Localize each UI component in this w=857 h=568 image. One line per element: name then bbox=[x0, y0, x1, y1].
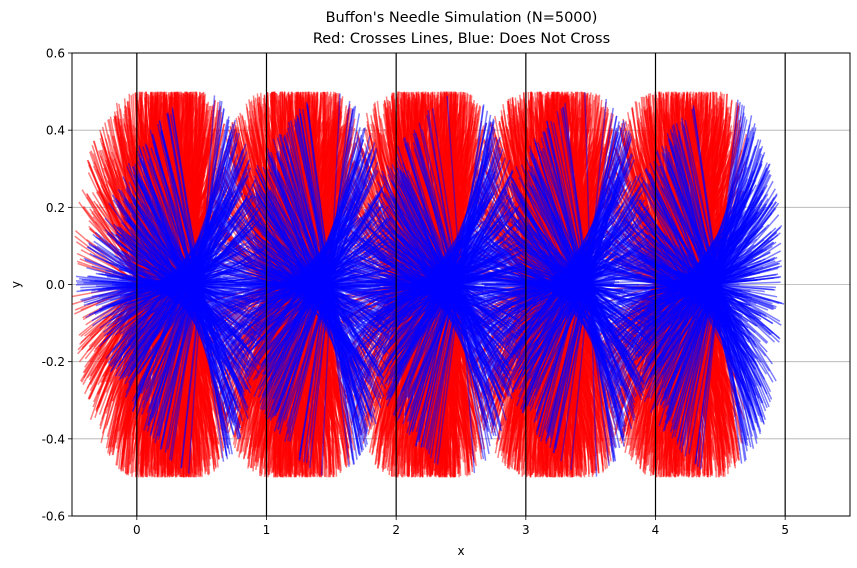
needle-not-crossing bbox=[516, 199, 635, 370]
needle-not-crossing bbox=[469, 268, 599, 301]
needle-not-crossing bbox=[224, 228, 350, 341]
needle-not-crossing bbox=[641, 206, 762, 363]
needle-not-crossing bbox=[480, 233, 607, 336]
needle-not-crossing bbox=[649, 170, 756, 399]
needle-not-crossing bbox=[492, 268, 622, 301]
needle-not-crossing bbox=[138, 158, 239, 411]
needle-not-crossing bbox=[396, 172, 504, 397]
needle-not-crossing bbox=[218, 252, 348, 317]
needle-not-crossing bbox=[136, 246, 265, 323]
needle-not-crossing bbox=[131, 167, 237, 402]
needle-not-crossing bbox=[641, 196, 758, 373]
needle-not-crossing bbox=[230, 224, 355, 345]
needle-not-crossing bbox=[388, 207, 509, 362]
needle-not-crossing bbox=[614, 262, 744, 307]
needle-not-crossing bbox=[102, 226, 228, 343]
needle-not-crossing bbox=[224, 267, 354, 302]
needle-not-crossing bbox=[359, 264, 489, 305]
needle-not-crossing bbox=[99, 257, 229, 312]
needle-not-crossing bbox=[285, 144, 377, 425]
needle-not-crossing bbox=[379, 245, 508, 324]
needle-not-crossing bbox=[110, 201, 230, 368]
chart-subtitle: Red: Crosses Lines, Blue: Does Not Cross bbox=[313, 31, 610, 47]
needle-not-crossing bbox=[413, 129, 493, 440]
chart-title: Buffon's Needle Simulation (N=5000) bbox=[326, 10, 598, 26]
needle-not-crossing bbox=[646, 273, 777, 296]
needle-layer bbox=[72, 91, 785, 478]
needle-not-crossing bbox=[132, 157, 232, 412]
series-does-not-cross bbox=[75, 92, 785, 477]
needle-not-crossing bbox=[520, 159, 621, 410]
needle-not-crossing bbox=[431, 108, 487, 461]
needle-not-crossing bbox=[349, 275, 479, 294]
needle-not-crossing bbox=[380, 215, 504, 354]
needle-not-crossing bbox=[367, 202, 487, 367]
needle-not-crossing bbox=[545, 127, 623, 442]
needle-not-crossing bbox=[402, 138, 490, 431]
